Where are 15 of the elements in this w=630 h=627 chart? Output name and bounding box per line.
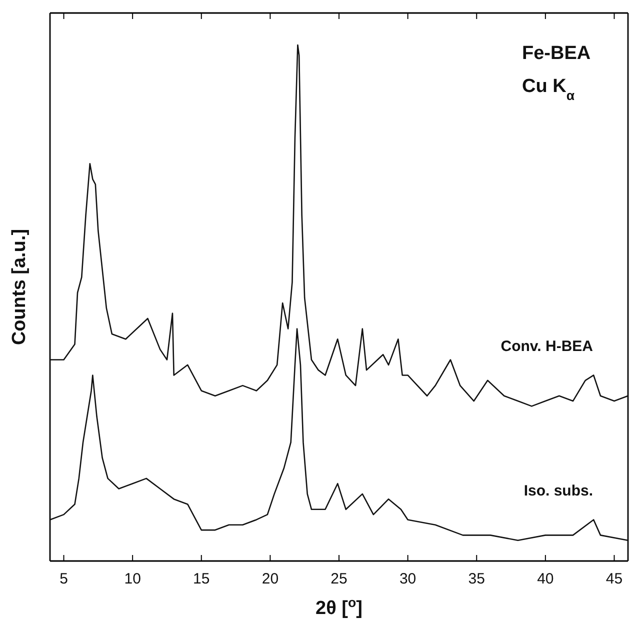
x-tick-label: 10 [124, 570, 141, 588]
x-tick-label: 45 [606, 570, 623, 588]
y-axis-title: Counts [a.u.] [9, 228, 30, 346]
series-label: Iso. subs. [524, 482, 593, 500]
x-axis-title: 2θ [$^{o}$] [316, 594, 362, 619]
x-tick-label: 20 [262, 570, 279, 588]
x-tick-label: 25 [330, 570, 348, 588]
series-label: Conv. H-BEA [500, 338, 594, 355]
x-tick-label: 35 [468, 570, 485, 588]
annotation: Cu K$_{α}$ [522, 76, 576, 102]
annotation: Fe-BEA [522, 43, 591, 64]
x-tick-label: 15 [193, 570, 210, 588]
x-tick-label: 30 [399, 570, 416, 588]
x-tick-label: 40 [537, 570, 554, 588]
x-tick-label: 5 [60, 570, 68, 588]
